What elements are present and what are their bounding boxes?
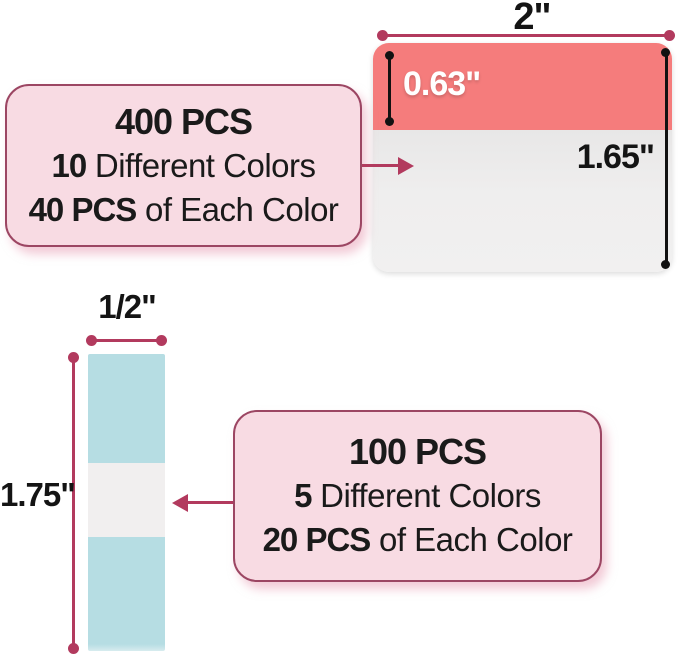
dimension-dot [377, 30, 388, 41]
dimension-dot [68, 352, 79, 363]
callout-400-arrow-icon [398, 157, 414, 175]
callout-400-line3: 40 PCS of Each Color [28, 190, 339, 228]
dimension-dot [664, 30, 675, 41]
flag-width-dimension-line [91, 339, 162, 342]
tab-height-dimension-line [665, 54, 668, 262]
tab-width-label: 2" [513, 0, 551, 38]
tab-clear-body [373, 130, 672, 272]
dimension-dot [385, 51, 394, 60]
flag-height-label: 1.75" [0, 476, 76, 513]
dimension-dot [661, 48, 670, 57]
callout-100-pcs: 100 PCS 5 Different Colors 20 PCS of Eac… [233, 410, 602, 582]
tab-top-section-dimension-line [388, 55, 391, 121]
tab-top-section-label: 0.63" [403, 65, 481, 103]
dimension-dot [68, 643, 79, 654]
flag-colored-band-top [88, 354, 165, 463]
dimension-dot [661, 260, 670, 269]
flag-height-dimension-line [72, 358, 75, 648]
flag-width-label: 1/2" [98, 288, 157, 325]
tab-colored-strip [373, 43, 672, 130]
callout-100-arrow-icon [172, 494, 188, 512]
callout-100-line3: 20 PCS of Each Color [262, 521, 573, 558]
callout-400-line2: 10 Different Colors [51, 146, 316, 184]
sticky-tab-swatch [373, 43, 672, 272]
dimension-dot [385, 117, 394, 126]
dimension-dot [156, 335, 167, 346]
callout-100-line2: 5 Different Colors [294, 477, 541, 514]
dimension-dot [86, 335, 97, 346]
callout-400-pcs: 400 PCS 10 Different Colors 40 PCS of Ea… [5, 84, 362, 247]
tab-height-label: 1.65" [576, 138, 655, 176]
callout-400-arrow-line [362, 164, 400, 167]
flag-clear-band [88, 463, 165, 537]
index-flag-swatch [88, 354, 165, 651]
callout-100-line1: 100 PCS [348, 431, 487, 472]
tab-width-dimension-line [382, 34, 670, 37]
flag-colored-band-bottom [88, 537, 165, 651]
callout-400-line1: 400 PCS [114, 100, 253, 142]
callout-100-arrow-line [186, 501, 233, 504]
